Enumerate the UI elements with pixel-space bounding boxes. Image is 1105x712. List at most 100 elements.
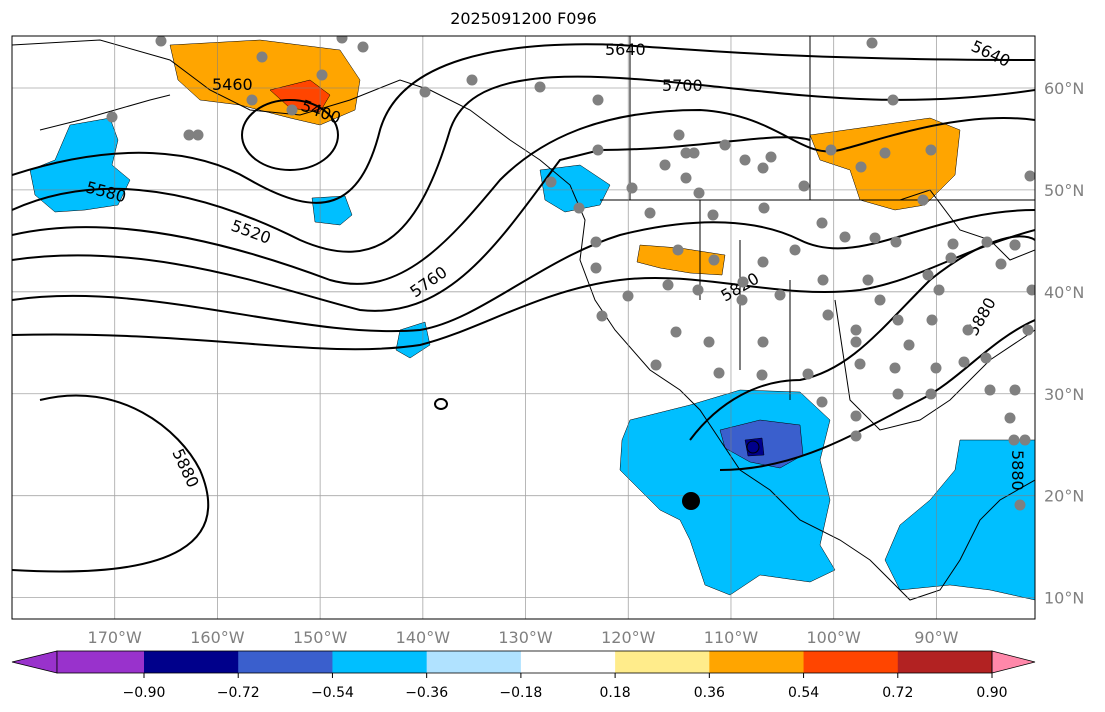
colorbar-swatch	[238, 651, 333, 673]
station-dot	[933, 284, 945, 296]
station-dot	[626, 182, 638, 194]
map-frame	[11, 35, 1036, 620]
station-dot	[774, 289, 786, 301]
map-title: 2025091200 F096	[450, 9, 597, 28]
station-dot	[316, 69, 328, 81]
colorbar-extend-high	[991, 650, 1036, 674]
lon-tick-label: 170°W	[88, 628, 143, 647]
shade-orange-hudson	[809, 117, 961, 211]
station-dot	[1019, 434, 1031, 446]
station-dot	[155, 36, 167, 47]
station-dot	[662, 279, 674, 291]
station-dot	[930, 362, 942, 374]
shade-blue-bc	[539, 164, 611, 213]
shade-blue-pacific	[395, 321, 431, 359]
station-dot	[817, 274, 829, 286]
station-dot	[650, 359, 662, 371]
lon-tick-label: 160°W	[190, 628, 245, 647]
station-dot	[688, 147, 700, 159]
station-dot	[825, 144, 837, 156]
station-dot	[707, 209, 719, 221]
colorbar-swatch	[897, 651, 993, 673]
station-dot	[545, 176, 557, 188]
colorbar-swatch	[709, 651, 805, 673]
colorbar-swatch	[803, 651, 899, 673]
contour-label: 5700	[662, 76, 703, 95]
lon-tick-label: 150°W	[293, 628, 348, 647]
station-dot	[839, 231, 851, 243]
colorbar-swatch	[520, 651, 616, 673]
station-dot	[336, 36, 348, 44]
station-dot	[246, 94, 258, 106]
colorbar-tick-label: 0.90	[976, 685, 1007, 701]
station-dot	[802, 368, 814, 380]
station-dot	[822, 309, 834, 321]
station-dot	[874, 294, 886, 306]
station-dot	[592, 144, 604, 156]
station-dot	[739, 154, 751, 166]
lat-tick-label: 40°N	[1044, 283, 1084, 302]
colorbar-tick-label: 0.72	[882, 685, 913, 701]
station-dot	[703, 336, 715, 348]
contour-label: 5640	[605, 40, 646, 59]
station-dot	[692, 284, 704, 296]
station-dot	[736, 294, 748, 306]
lon-tick-label: 130°W	[498, 628, 553, 647]
lat-tick-label: 10°N	[1044, 589, 1084, 608]
lon-tick-label: 120°W	[601, 628, 656, 647]
shade-blue-mexico	[619, 389, 836, 596]
station-dot	[850, 430, 862, 442]
station-dot	[995, 258, 1007, 270]
station-dot	[947, 238, 959, 250]
colorbar: −0.90 −0.72 −0.54 −0.36 −0.18 0.18 0.36 0.54 0.7…	[11, 650, 1036, 701]
station-dot	[816, 217, 828, 229]
station-dot	[789, 244, 801, 256]
station-dot	[713, 367, 725, 379]
contour-label: 5460	[212, 75, 253, 94]
colorbar-swatch	[332, 651, 428, 673]
colorbar-tick-label: 0.18	[600, 685, 631, 701]
lon-tick-label: 100°W	[807, 628, 862, 647]
lat-tick-label: 20°N	[1044, 487, 1084, 506]
station-dot	[980, 352, 992, 364]
station-dot	[673, 129, 685, 141]
colorbar-tick-label: −0.72	[217, 685, 260, 701]
station-dot	[855, 161, 867, 173]
station-dot	[256, 51, 268, 63]
colorbar-tick-label: −0.54	[311, 685, 354, 701]
station-dot	[183, 129, 195, 141]
station-dot	[925, 144, 937, 156]
colorbar-swatch	[144, 651, 239, 673]
station-dot	[590, 236, 602, 248]
coastlines	[12, 36, 1035, 601]
contour-label: 5520	[229, 216, 274, 248]
station-dot	[962, 324, 974, 336]
station-dot	[890, 236, 902, 248]
station-dot	[670, 326, 682, 338]
station-dot	[106, 111, 118, 123]
station-dot	[758, 202, 770, 214]
station-dot	[981, 236, 993, 248]
station-dot	[850, 410, 862, 422]
lat-tick-label: 60°N	[1044, 79, 1084, 98]
colorbar-swatch	[57, 651, 144, 673]
station-dot	[757, 336, 769, 348]
contour-label: 5880	[168, 446, 202, 491]
colorbar-tick-label: −0.90	[123, 685, 166, 701]
station-dot	[192, 129, 204, 141]
lat-tick-labels: 60°N 50°N 40°N 30°N 20°N 10°N	[1044, 79, 1084, 608]
station-dot	[926, 314, 938, 326]
station-dot	[1022, 324, 1034, 336]
storm-center-marker	[682, 492, 700, 510]
station-dot	[925, 388, 937, 400]
station-dot	[850, 336, 862, 348]
lon-tick-label: 90°W	[914, 628, 958, 647]
lon-tick-label: 140°W	[396, 628, 451, 647]
shaded-regions	[29, 39, 1035, 601]
station-dot	[719, 139, 731, 151]
station-dot	[862, 274, 874, 286]
colorbar-tick-label: 0.36	[694, 685, 725, 701]
contour-label: 5640	[968, 36, 1013, 70]
station-dot	[757, 162, 769, 174]
